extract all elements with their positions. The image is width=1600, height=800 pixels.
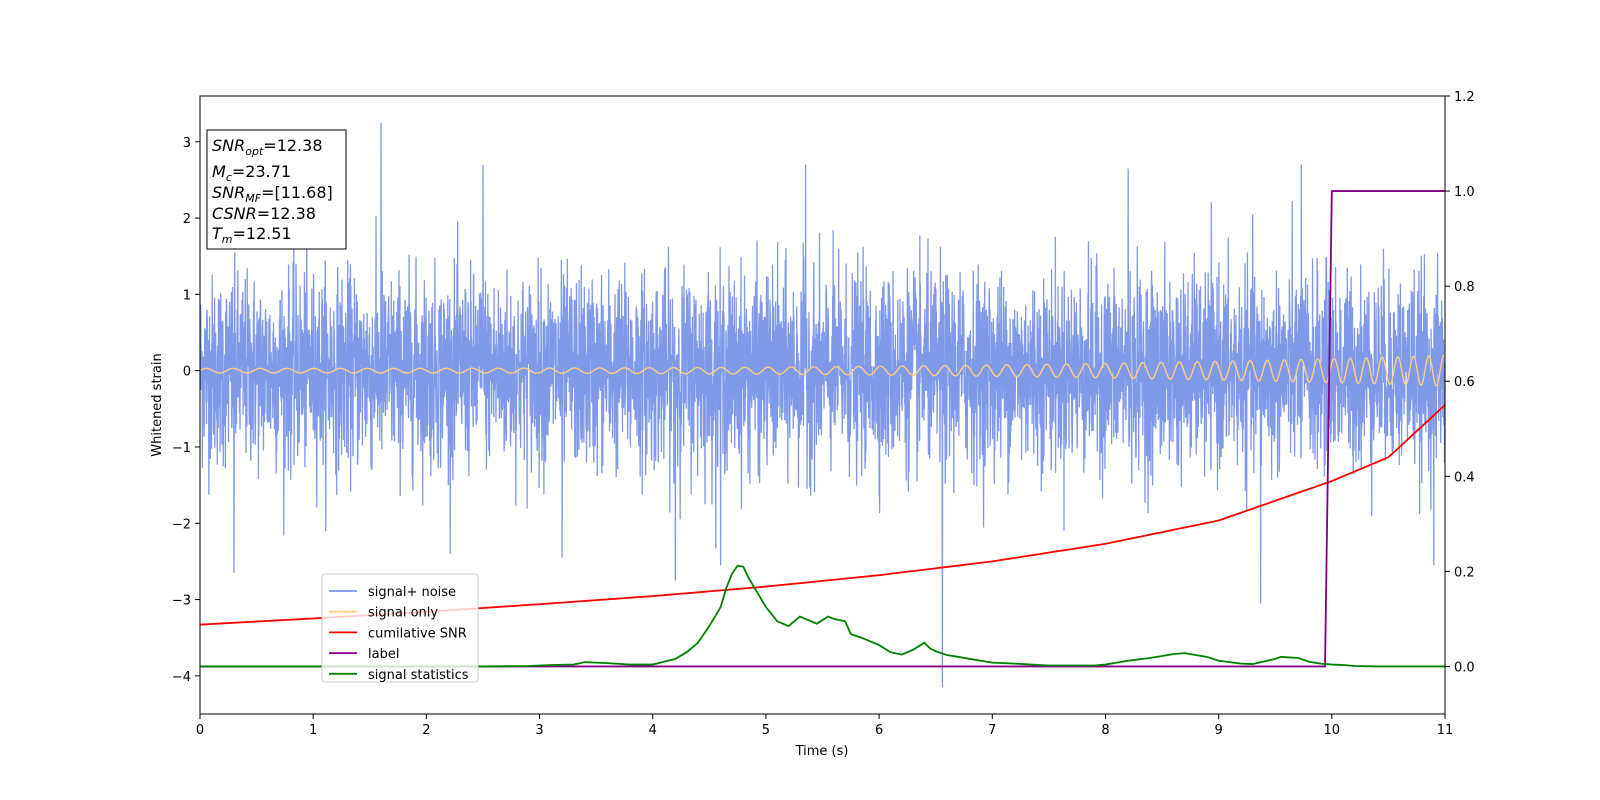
annotation-mc: Mc=23.71 [212,162,291,184]
y-axis-label: Whitened strain [150,353,165,456]
annotation-snr-opt: SNRopt=12.38 [212,136,323,158]
x-tick-label: 9 [1214,723,1222,738]
y-left-tick-label: −1 [172,441,191,456]
x-tick-label: 1 [309,723,317,738]
y-left-tick-label: 0 [183,365,191,380]
y-left-tick-label: 1 [183,288,191,303]
legend-label: signal statistics [368,668,469,683]
y-right-tick-label: 1.2 [1454,90,1475,105]
x-tick-label: 10 [1324,723,1341,738]
annotation-frame [206,129,347,250]
legend-label: label [368,647,399,662]
x-tick-label: 8 [1101,723,1109,738]
x-tick-label: 5 [762,723,770,738]
annotation-tm: Tm=12.51 [212,224,292,246]
x-tick-label: 11 [1437,723,1454,738]
series-signal-noise [200,122,1445,688]
series-label [200,190,1445,668]
y-left-tick-label: −3 [172,594,191,609]
x-tick-label: 0 [196,723,204,738]
y-left-tick-label: 3 [183,136,191,151]
x-axis: 0 1 2 3 4 5 6 7 8 9 10 11 [196,714,1453,738]
y-left-tick-label: −4 [172,670,191,685]
y-right-tick-label: 0.4 [1454,470,1475,485]
annotation-box: SNRopt=12.38 Mc=23.71 SNRMF=[11.68] CSNR… [206,129,347,250]
legend-label: cumilative SNR [368,626,467,641]
annotation-csnr: CSNR=12.38 [212,204,316,223]
x-tick-label: 4 [649,723,657,738]
y-left-axis: −4 −3 −2 −1 0 1 2 3 [172,136,200,685]
x-tick-label: 6 [875,723,883,738]
y-left-tick-label: −2 [172,517,191,532]
x-tick-label: 3 [535,723,543,738]
x-axis-label: Time (s) [795,744,849,759]
series-signal-statistics [200,564,1445,668]
y-right-tick-label: 0.2 [1454,565,1475,580]
annotation-snr-mf: SNRMF=[11.68] [212,183,333,205]
y-right-axis: 0.0 0.2 0.4 0.6 0.8 1.0 1.2 [1445,90,1475,675]
legend: signal+ noise signal only cumilative SNR la… [321,573,479,683]
y-right-tick-label: 0.6 [1454,375,1475,390]
legend-frame [321,573,479,683]
legend-label: signal only [368,606,438,621]
y-right-tick-label: 1.0 [1454,185,1475,200]
series-signal-only [200,354,1445,387]
x-tick-label: 2 [422,723,430,738]
legend-items: signal+ noise signal only cumilative SNR la… [329,585,469,683]
y-left-tick-label: 2 [183,212,191,227]
legend-label: signal+ noise [368,585,456,600]
y-right-tick-label: 0.0 [1454,660,1475,675]
x-tick-label: 7 [988,723,996,738]
plot-frame [199,95,1446,715]
y-right-tick-label: 0.8 [1454,280,1475,295]
